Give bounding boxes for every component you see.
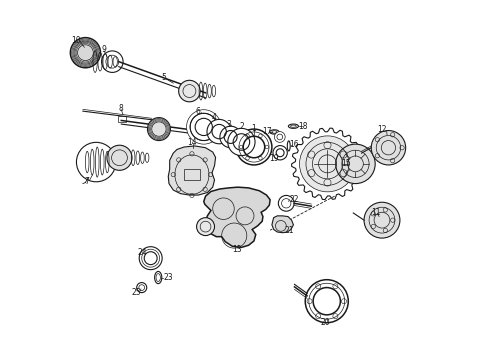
Circle shape [179, 80, 200, 102]
Text: 5: 5 [161, 73, 166, 82]
Text: 18: 18 [298, 122, 308, 131]
Text: 25: 25 [132, 288, 142, 297]
Text: 7: 7 [85, 176, 90, 185]
Circle shape [139, 247, 162, 270]
Circle shape [305, 280, 348, 323]
Text: 23: 23 [164, 273, 173, 282]
Polygon shape [168, 146, 216, 195]
Text: 14: 14 [188, 138, 197, 147]
Circle shape [147, 118, 171, 140]
Text: 1: 1 [251, 123, 256, 132]
Text: 2: 2 [239, 122, 244, 131]
Circle shape [364, 202, 400, 238]
Circle shape [236, 129, 272, 165]
Circle shape [220, 126, 242, 148]
Circle shape [336, 144, 375, 184]
Text: 4: 4 [212, 113, 217, 122]
Circle shape [187, 110, 221, 144]
Circle shape [299, 136, 355, 192]
Text: 6: 6 [196, 107, 201, 116]
Circle shape [273, 145, 287, 160]
Circle shape [371, 131, 406, 165]
Circle shape [274, 132, 285, 142]
Bar [184, 169, 200, 180]
Text: 16: 16 [289, 140, 299, 149]
Bar [118, 116, 125, 122]
Text: 15: 15 [341, 159, 351, 168]
Polygon shape [272, 216, 294, 233]
Text: 21: 21 [285, 226, 294, 235]
Text: 8: 8 [119, 104, 123, 113]
Text: 9: 9 [101, 45, 106, 54]
Circle shape [71, 38, 100, 68]
Circle shape [207, 120, 231, 144]
Text: 19: 19 [270, 154, 279, 163]
Circle shape [196, 218, 215, 235]
Text: 24: 24 [138, 248, 147, 257]
Text: 17: 17 [263, 127, 272, 136]
Text: 10: 10 [71, 36, 80, 45]
Text: 13: 13 [232, 245, 242, 254]
Text: 20: 20 [320, 318, 330, 327]
Polygon shape [204, 187, 270, 247]
Text: 22: 22 [289, 194, 298, 203]
Circle shape [107, 145, 132, 170]
Circle shape [228, 129, 255, 156]
Text: 3: 3 [226, 120, 231, 129]
Circle shape [190, 113, 218, 140]
Text: 12: 12 [377, 125, 387, 134]
Text: 11: 11 [371, 208, 381, 217]
